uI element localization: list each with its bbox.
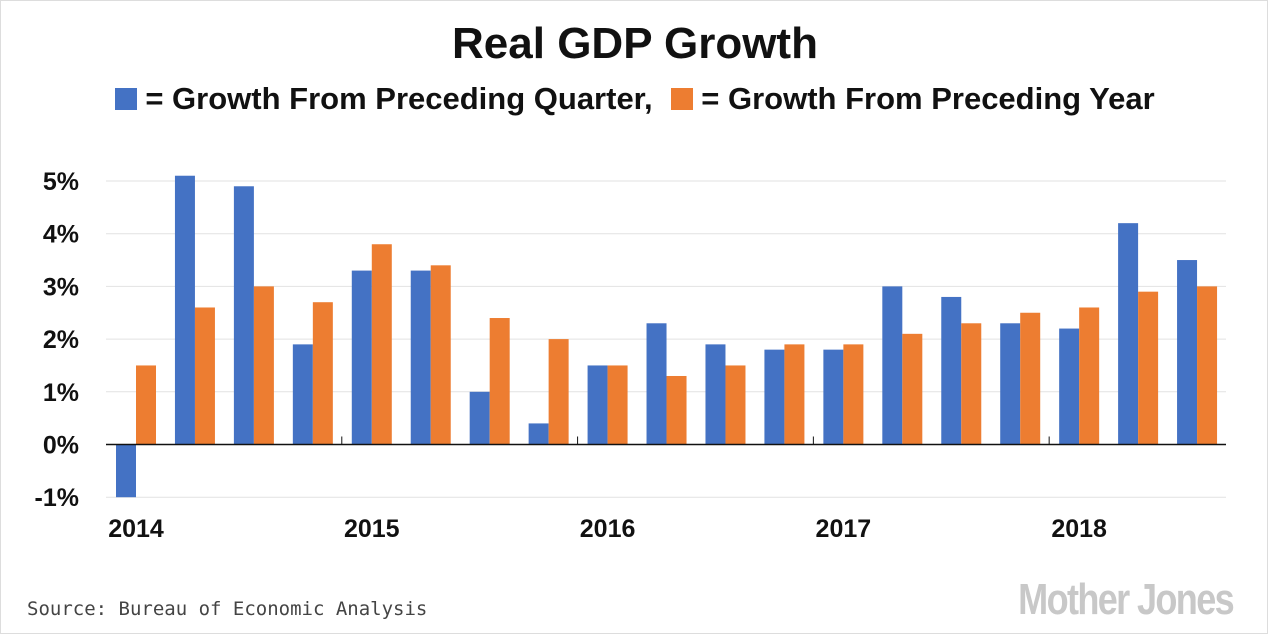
y-tick-label: 3% (43, 273, 79, 301)
bar-quarter-2015Q1 (351, 270, 372, 445)
legend-swatch-quarter (115, 88, 138, 110)
bar-year-2018Q3 (1197, 286, 1218, 445)
mother-jones-logo: Mother Jones (1018, 575, 1235, 624)
y-tick-label: 0% (43, 432, 79, 460)
bar-year-2016Q2 (666, 375, 687, 445)
x-tick-label: 2018 (1051, 515, 1107, 543)
bar-year-2017Q3 (961, 323, 982, 445)
bar-quarter-2015Q4 (528, 423, 549, 445)
x-tick-label: 2015 (344, 515, 400, 543)
bar-quarter-2014Q3 (233, 186, 254, 445)
x-tick-label: 2014 (108, 515, 164, 543)
bar-quarter-2014Q1 (116, 444, 136, 498)
bar-year-2017Q4 (1020, 312, 1041, 445)
bar-quarter-2016Q3 (705, 344, 726, 445)
y-tick-label: -1% (35, 484, 79, 512)
bar-quarter-2014Q4 (292, 344, 313, 445)
bar-quarter-2015Q3 (469, 391, 490, 445)
bar-year-2015Q3 (489, 318, 510, 445)
legend-swatch-year (671, 88, 694, 110)
source-note: Source: Bureau of Economic Analysis (27, 598, 428, 620)
bar-quarter-2018Q2 (1118, 223, 1139, 445)
bar-year-2015Q2 (430, 265, 451, 445)
legend: = Growth From Preceding Quarter, = Growt… (1, 81, 1267, 117)
bar-quarter-2018Q3 (1177, 260, 1198, 445)
bar-quarter-2017Q3 (941, 296, 962, 445)
bar-quarter-2015Q2 (410, 270, 431, 445)
bar-year-2017Q2 (902, 333, 923, 445)
bar-quarter-2016Q4 (764, 349, 785, 445)
x-tick-label: 2017 (816, 515, 872, 543)
y-tick-label: 5% (43, 168, 79, 196)
bar-year-2016Q3 (725, 365, 746, 445)
bar-year-2014Q1 (136, 365, 156, 445)
bar-quarter-2017Q1 (823, 349, 844, 445)
bar-year-2014Q4 (312, 302, 333, 445)
x-tick-label: 2016 (580, 515, 636, 543)
bar-quarter-2014Q2 (174, 175, 195, 445)
bar-quarter-2017Q2 (882, 286, 903, 445)
bar-year-2016Q1 (607, 365, 628, 445)
bar-year-2015Q4 (548, 339, 569, 445)
bar-year-2014Q3 (253, 286, 274, 445)
bar-quarter-2018Q1 (1059, 328, 1080, 445)
legend-label-year: = Growth From Preceding Year (701, 81, 1155, 116)
bar-year-2018Q1 (1079, 307, 1100, 445)
legend-label-quarter: = Growth From Preceding Quarter, (145, 81, 653, 116)
y-tick-label: 4% (43, 221, 79, 249)
bar-quarter-2016Q2 (646, 323, 667, 445)
bar-year-2017Q1 (843, 344, 864, 445)
bar-year-2018Q2 (1138, 291, 1159, 445)
y-tick-label: 1% (43, 379, 79, 407)
bar-quarter-2016Q1 (587, 365, 608, 445)
bar-year-2014Q2 (194, 307, 215, 445)
bar-year-2015Q1 (371, 244, 392, 445)
chart-title: Real GDP Growth (452, 19, 818, 68)
bar-quarter-2017Q4 (1000, 323, 1021, 445)
bar-year-2016Q4 (784, 344, 805, 445)
y-tick-label: 2% (43, 326, 79, 354)
